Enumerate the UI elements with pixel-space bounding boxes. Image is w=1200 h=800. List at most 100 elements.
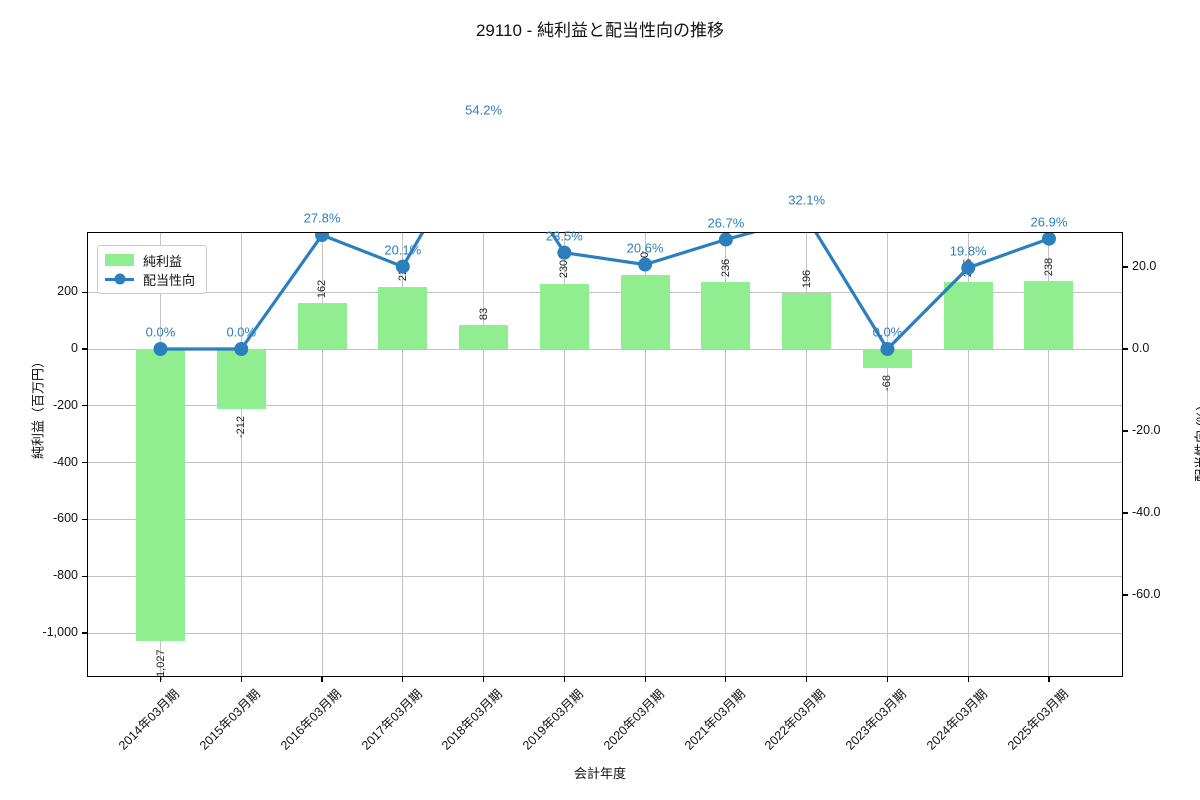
gridline-h bbox=[88, 462, 1122, 464]
x-tick-label: 2022年03月期 bbox=[762, 686, 829, 753]
bar-value-label: 235 bbox=[962, 258, 975, 277]
y-right-tick-label: -20.0 bbox=[1132, 423, 1161, 437]
tick-mark bbox=[159, 677, 162, 682]
tick-mark bbox=[82, 575, 87, 577]
x-tick-label: 2018年03月期 bbox=[439, 686, 506, 753]
gridline-h bbox=[88, 575, 1122, 577]
payout-point-label: 26.7% bbox=[707, 215, 745, 231]
payout-marker bbox=[477, 120, 491, 134]
bar bbox=[862, 349, 912, 369]
payout-point-label: 32.1% bbox=[788, 192, 826, 208]
tick-mark bbox=[82, 462, 87, 464]
y-right-tick-label: 20.0 bbox=[1132, 259, 1157, 273]
legend-item-line: 配当性向 bbox=[105, 270, 195, 288]
bar bbox=[539, 283, 589, 349]
y-right-tick-label: -40.0 bbox=[1132, 505, 1161, 519]
tick-mark bbox=[82, 518, 87, 520]
y-left-tick-label: -800 bbox=[52, 568, 78, 583]
bar-value-label: 220 bbox=[396, 262, 409, 282]
legend: 純利益 配当性向 bbox=[97, 245, 207, 294]
bar-value-label: -1,027 bbox=[154, 648, 167, 681]
x-tick-label: 2019年03月期 bbox=[520, 686, 587, 753]
gridline-v bbox=[644, 233, 646, 676]
gridline-h bbox=[88, 518, 1122, 520]
tick-mark bbox=[82, 632, 87, 634]
tick-mark bbox=[82, 405, 87, 407]
tick-mark bbox=[321, 677, 323, 682]
y-left-tick-label: -400 bbox=[52, 454, 78, 469]
y-left-tick-label: -1,000 bbox=[42, 625, 78, 639]
chart-title: 29110 - 純利益と配当性向の推移 bbox=[475, 21, 725, 40]
tick-mark bbox=[1123, 266, 1128, 268]
payout-point-label: 23.5% bbox=[545, 228, 583, 244]
x-tick-label: 2016年03月期 bbox=[277, 686, 344, 753]
payout-point-label: 0.0% bbox=[145, 324, 176, 340]
tick-mark bbox=[1123, 594, 1128, 596]
y-left-tick-label: -600 bbox=[52, 511, 78, 526]
legend-bar-label: 純利益 bbox=[143, 253, 183, 269]
tick-mark bbox=[82, 291, 87, 293]
gridline-v bbox=[967, 233, 969, 676]
bar bbox=[782, 293, 832, 349]
payout-point-label: 26.9% bbox=[1030, 214, 1068, 230]
y-left-tick-label: -200 bbox=[52, 397, 78, 412]
line-marker-icon bbox=[105, 273, 134, 285]
x-tick-label: 2025年03月期 bbox=[1004, 686, 1071, 753]
y-axis-label-right: 配当性向 (%) bbox=[1193, 406, 1200, 482]
x-tick-label: 2021年03月期 bbox=[681, 686, 748, 753]
bar-value-label: -68 bbox=[881, 374, 894, 391]
bar bbox=[459, 325, 509, 349]
bar bbox=[136, 349, 185, 641]
gridline-h bbox=[88, 405, 1122, 407]
bar bbox=[297, 302, 347, 349]
y-left-tick-label: 0 bbox=[71, 341, 78, 355]
bar-value-label: 230 bbox=[558, 260, 571, 279]
gridline-v bbox=[1048, 233, 1050, 676]
x-tick-label: 2014年03月期 bbox=[116, 686, 183, 753]
gridline-v bbox=[886, 233, 888, 676]
bar-value-label: 83 bbox=[477, 308, 490, 321]
payout-point-label: 54.2% bbox=[465, 102, 503, 118]
gridline-v bbox=[483, 233, 485, 676]
gridline-v bbox=[806, 233, 808, 676]
tick-mark bbox=[1123, 430, 1128, 432]
payout-marker bbox=[800, 210, 814, 224]
gridline-v bbox=[725, 233, 727, 676]
bar-value-label: 162 bbox=[316, 279, 329, 298]
x-tick-label: 2015年03月期 bbox=[197, 686, 264, 753]
tick-mark bbox=[482, 677, 485, 682]
tick-mark bbox=[1123, 512, 1128, 514]
tick-mark bbox=[563, 677, 565, 682]
x-tick-label: 2017年03月期 bbox=[358, 686, 425, 753]
bar bbox=[620, 275, 670, 349]
tick-mark bbox=[402, 677, 404, 682]
y-right-tick-label: 0.0 bbox=[1132, 341, 1150, 355]
bar-value-label: 238 bbox=[1042, 257, 1055, 277]
x-tick-label: 2024年03月期 bbox=[924, 686, 990, 753]
bar bbox=[1024, 281, 1074, 349]
tick-mark bbox=[82, 348, 87, 350]
tick-mark bbox=[240, 677, 242, 682]
payout-point-label: 20.6% bbox=[626, 240, 664, 256]
tick-mark bbox=[967, 677, 969, 682]
bar bbox=[943, 282, 993, 349]
x-tick-label: 2020年03月期 bbox=[600, 686, 667, 753]
payout-point-label: 0.0% bbox=[226, 324, 257, 340]
tick-mark bbox=[725, 677, 727, 682]
gridline-v bbox=[240, 233, 242, 676]
bar-value-label: 236 bbox=[719, 258, 732, 277]
payout-point-label: 27.8% bbox=[303, 210, 341, 226]
gridline-v bbox=[402, 233, 404, 676]
bar-value-label: -212 bbox=[235, 415, 248, 438]
payout-point-label: 20.1% bbox=[384, 242, 422, 258]
tick-mark bbox=[806, 677, 808, 682]
legend-item-bar: 純利益 bbox=[105, 251, 182, 269]
gridline-h bbox=[88, 632, 1122, 634]
y-right-tick-label: -60.0 bbox=[1132, 587, 1161, 601]
tick-mark bbox=[1123, 348, 1128, 350]
payout-point-label: 19.8% bbox=[949, 243, 987, 259]
bar bbox=[216, 349, 266, 410]
y-left-tick-label: 200 bbox=[57, 284, 78, 299]
gridline-v bbox=[321, 233, 323, 676]
tick-mark bbox=[886, 677, 889, 682]
